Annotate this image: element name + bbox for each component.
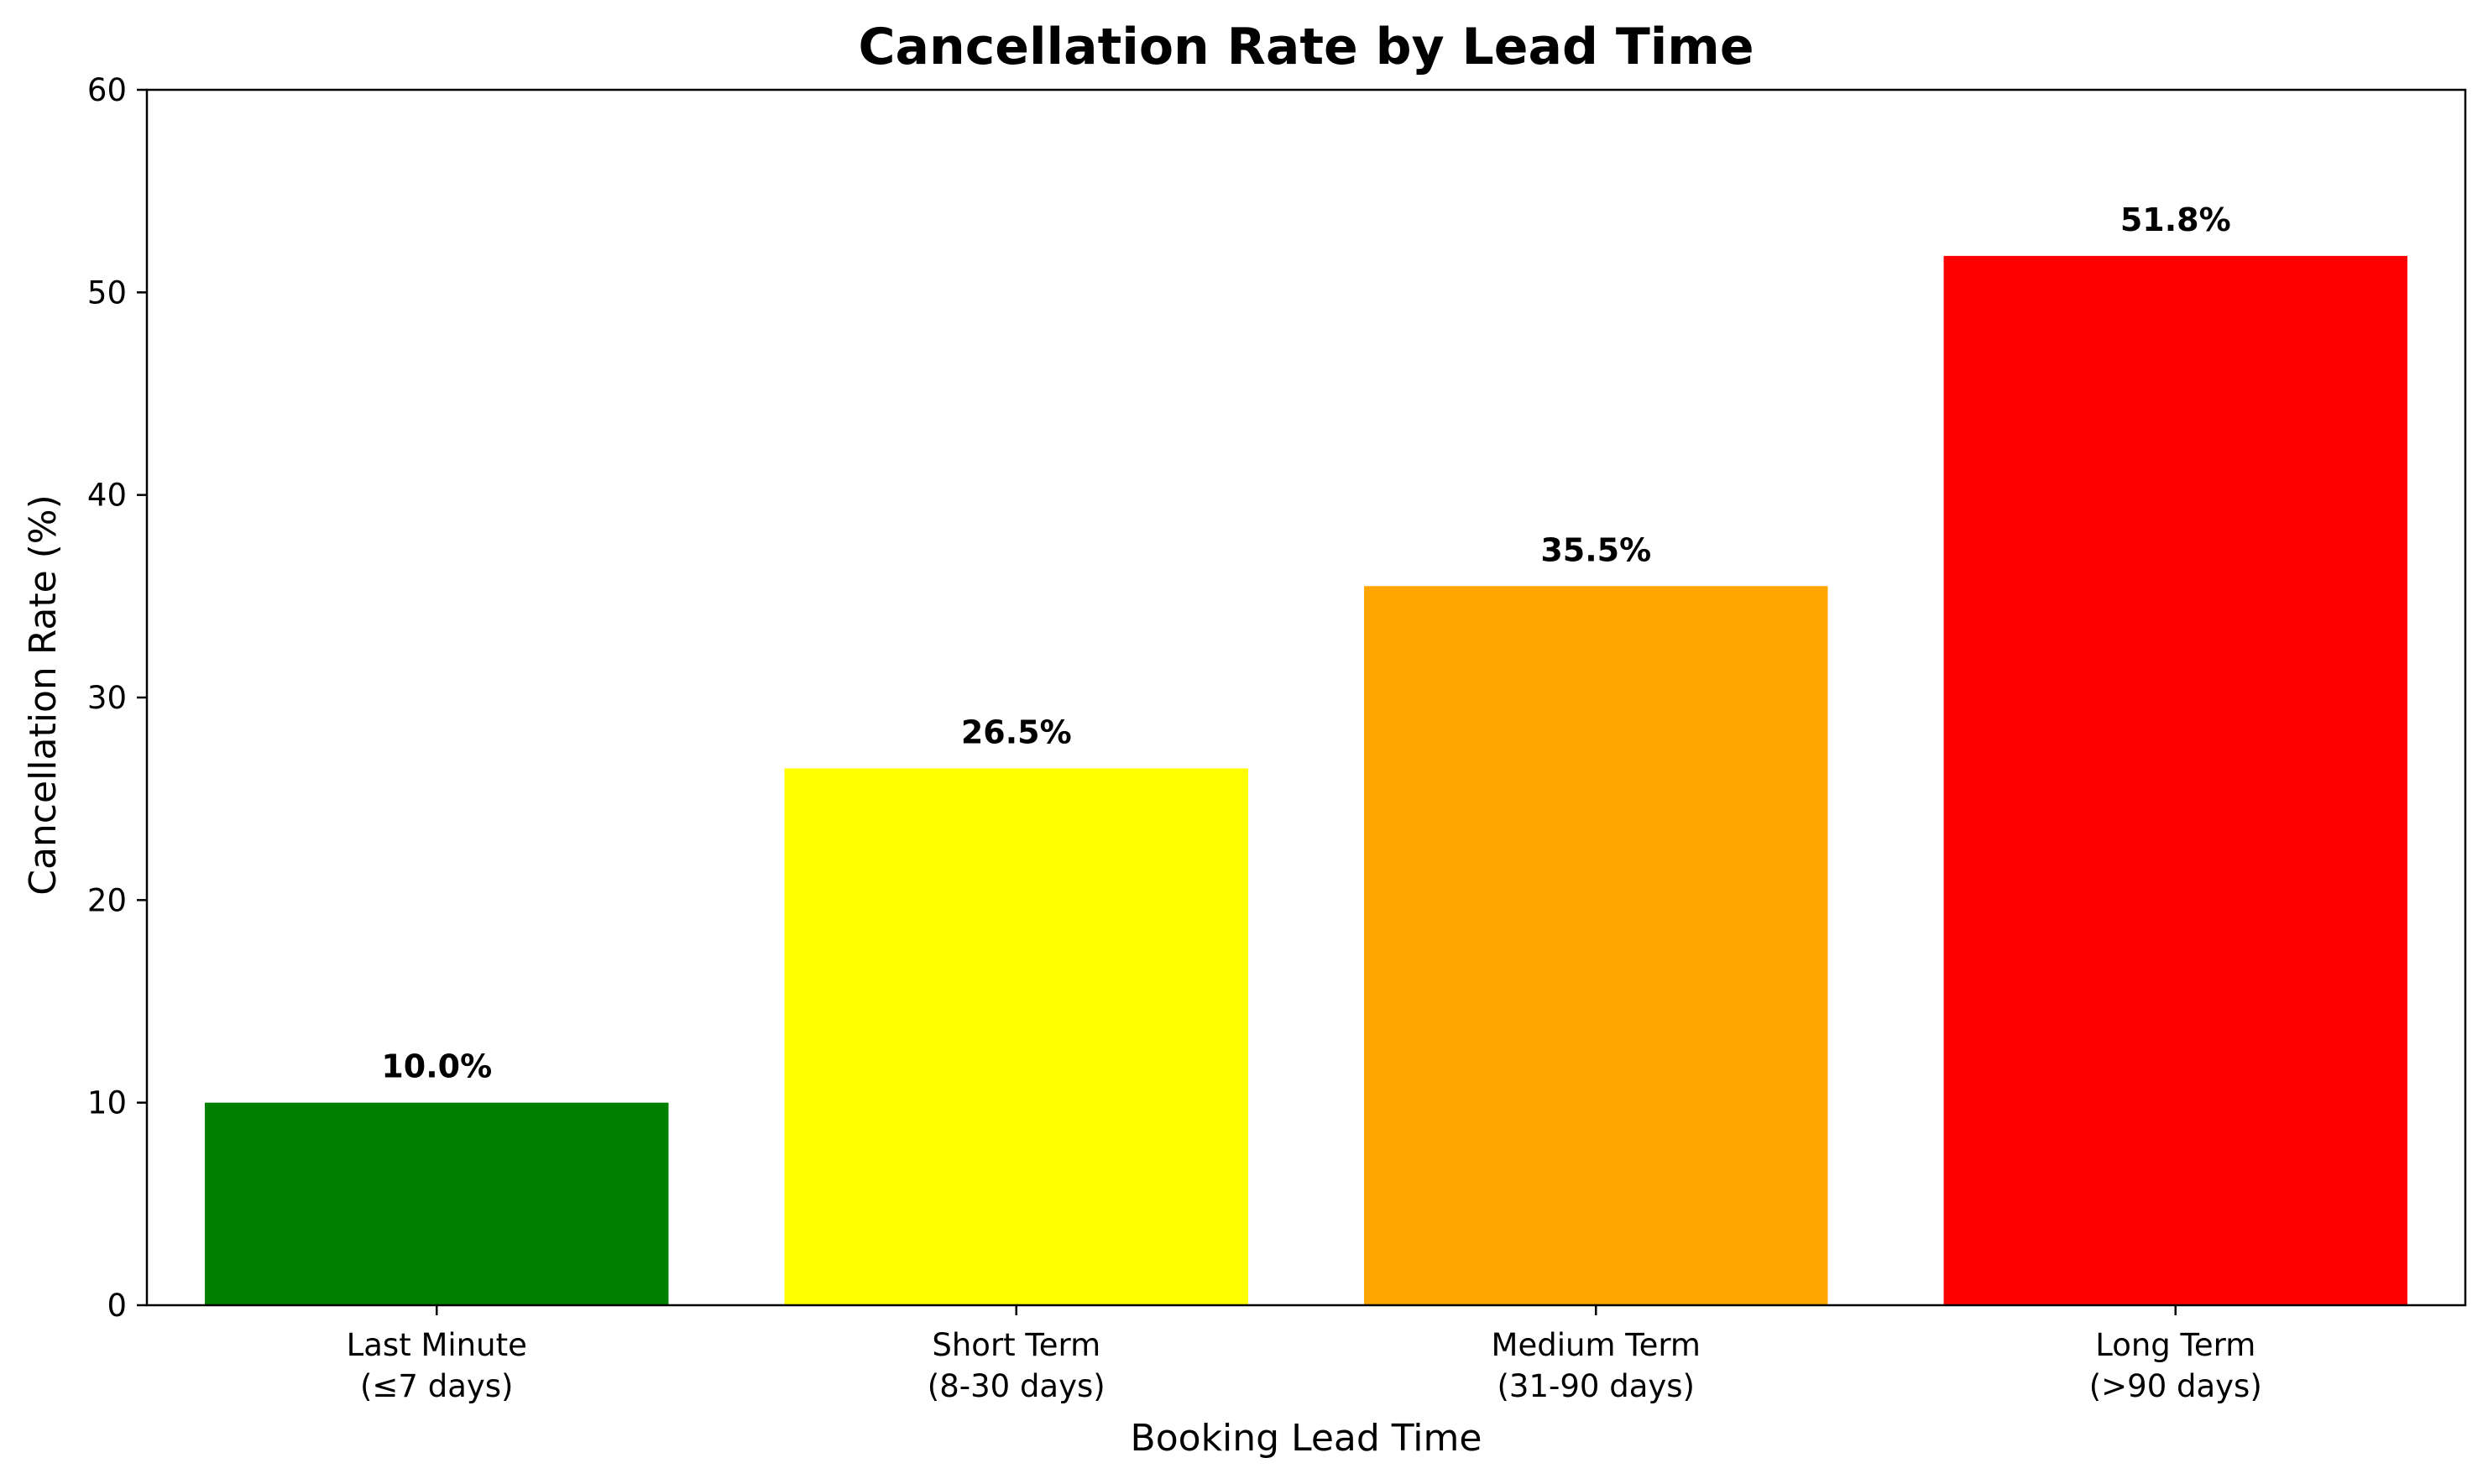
y-tick-label: 30 [87,680,127,716]
x-tick-label: Short Term [932,1327,1100,1363]
bar-4 [1943,255,2407,1306]
data-label-3: 35.5% [1540,531,1651,568]
data-label-2: 26.5% [961,713,1072,750]
x-tick-label: (>90 days) [2089,1368,2262,1404]
x-tick-label: (31-90 days) [1498,1368,1695,1404]
x-tick-label: (≤7 days) [360,1368,514,1404]
bar-3 [1364,586,1828,1305]
x-tick-label: Last Minute [347,1327,527,1363]
chart-title: Cancellation Rate by Lead Time [858,18,1754,76]
y-tick-label: 0 [107,1288,127,1324]
y-tick-label: 10 [87,1085,127,1121]
plot-area: 10.0% 26.5% 35.5% 51.8% 0 10 20 30 40 50 60 Last Mi… [87,72,2467,1404]
x-tick-label: (8-30 days) [928,1368,1105,1404]
bar-2 [784,768,1248,1305]
y-tick-label: 20 [87,882,127,918]
data-label-4: 51.8% [2120,201,2231,238]
x-tick-label: Long Term [2095,1327,2255,1363]
bar-1 [205,1102,669,1305]
x-tick-label: Medium Term [1492,1327,1701,1363]
y-tick-label: 60 [87,72,127,108]
data-label-1: 10.0% [381,1048,492,1085]
y-tick-label: 40 [87,478,127,514]
y-tick-label: 50 [87,274,127,311]
y-axis-label: Cancellation Rate (%) [22,494,65,896]
x-axis-label: Booking Lead Time [1131,1417,1482,1460]
